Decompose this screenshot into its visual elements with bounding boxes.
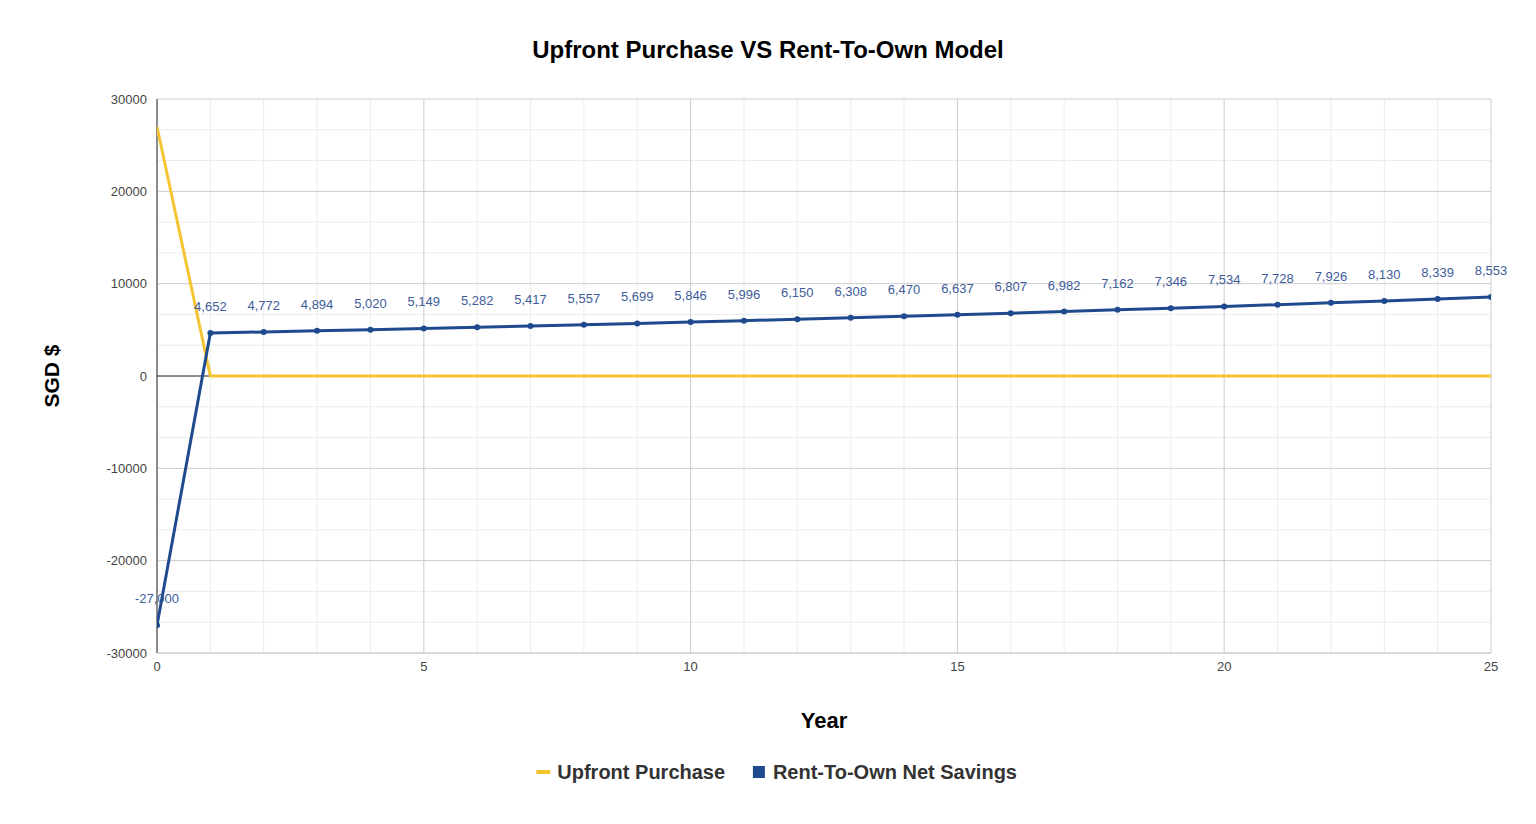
x-tick-label: 25 <box>1484 659 1498 674</box>
marker <box>1114 307 1120 313</box>
minor-grid-line <box>157 529 1491 530</box>
x-tick-label: 10 <box>683 659 697 674</box>
data-label: 7,162 <box>1101 276 1134 291</box>
marker <box>901 313 907 319</box>
legend-item: Rent-To-Own Net Savings <box>753 761 1017 783</box>
data-label: 8,130 <box>1368 267 1401 282</box>
data-label: 5,846 <box>674 288 707 303</box>
data-label: 6,982 <box>1048 278 1081 293</box>
grid-line <box>157 191 1491 192</box>
marker <box>794 316 800 322</box>
minor-grid-line <box>157 314 1491 315</box>
data-label: 5,282 <box>461 293 494 308</box>
legend-swatch <box>753 766 765 778</box>
x-axis-label: Year <box>801 708 848 733</box>
data-label: 6,470 <box>888 282 921 297</box>
minor-grid-line <box>157 591 1491 592</box>
marker <box>688 319 694 325</box>
legend-item: Upfront Purchase <box>536 761 725 783</box>
data-label: 7,926 <box>1315 269 1348 284</box>
grid-line <box>157 99 1491 100</box>
marker <box>1381 298 1387 304</box>
data-label: 6,637 <box>941 281 974 296</box>
y-axis-label: SGD $ <box>40 344 63 407</box>
x-tick-label: 20 <box>1217 659 1231 674</box>
data-label: 7,728 <box>1261 271 1294 286</box>
marker <box>1168 305 1174 311</box>
y-tick-label: -30000 <box>107 646 147 661</box>
marker <box>634 320 640 326</box>
marker <box>741 318 747 324</box>
marker <box>1061 309 1067 315</box>
marker <box>261 329 267 335</box>
data-label: 5,557 <box>568 291 601 306</box>
y-tick-label: 0 <box>140 369 147 384</box>
marker <box>954 312 960 318</box>
legend-label: Rent-To-Own Net Savings <box>773 761 1017 783</box>
x-tick-label: 0 <box>153 659 160 674</box>
data-label: 5,020 <box>354 296 387 311</box>
data-label: 5,699 <box>621 289 654 304</box>
marker <box>1435 296 1441 302</box>
data-label: 4,772 <box>247 298 280 313</box>
grid-line <box>157 468 1491 469</box>
minor-grid-line <box>157 252 1491 253</box>
series-line <box>157 297 1491 625</box>
minor-grid-line <box>157 222 1491 223</box>
marker <box>528 323 534 329</box>
marker <box>1488 294 1491 300</box>
data-labels: -27,000 4,652 4,772 4,894 5,020 5,149 5,282 5,4… <box>135 263 1507 606</box>
marker <box>848 315 854 321</box>
data-label: 6,807 <box>994 279 1027 294</box>
marker <box>207 330 213 336</box>
marker <box>157 622 160 628</box>
plot-area <box>157 127 1491 629</box>
minor-grid-line <box>157 129 1491 130</box>
x-axis-line <box>157 653 1491 654</box>
series-line <box>157 127 1491 376</box>
y-tick-label: -20000 <box>107 553 147 568</box>
marker <box>581 322 587 328</box>
data-label: -27,000 <box>135 591 179 606</box>
data-label: 4,652 <box>194 299 227 314</box>
minor-grid-line <box>157 345 1491 346</box>
minor-grid-line <box>157 160 1491 161</box>
y-tick-label: 10000 <box>111 276 147 291</box>
chart: -30000 -20000 -10000 0 10000 20000 30000 0 5 10 15… <box>0 0 1536 824</box>
marker <box>1008 310 1014 316</box>
marker <box>474 324 480 330</box>
legend: Upfront Purchase Rent-To-Own Net Savings <box>536 761 1017 783</box>
data-label: 6,150 <box>781 285 814 300</box>
data-label: 5,996 <box>728 287 761 302</box>
x-tick-label: 15 <box>950 659 964 674</box>
data-label: 6,308 <box>834 284 867 299</box>
marker <box>1328 300 1334 306</box>
minor-grid-line <box>157 622 1491 623</box>
marker <box>1275 302 1281 308</box>
y-tick-label: 30000 <box>111 92 147 107</box>
x-tick-label: 5 <box>420 659 427 674</box>
data-label: 7,534 <box>1208 272 1241 287</box>
y-tick-label: -10000 <box>107 461 147 476</box>
minor-grid-line <box>157 437 1491 438</box>
data-label: 5,417 <box>514 292 547 307</box>
marker <box>1221 303 1227 309</box>
marker <box>367 327 373 333</box>
data-label: 8,339 <box>1421 265 1454 280</box>
legend-swatch <box>536 770 550 774</box>
data-label: 4,894 <box>301 297 334 312</box>
y-tick-label: 20000 <box>111 184 147 199</box>
marker <box>314 328 320 334</box>
data-label: 7,346 <box>1155 274 1188 289</box>
title: Upfront Purchase VS Rent-To-Own Model <box>532 36 1004 63</box>
grid-line <box>157 653 1491 654</box>
grid <box>157 99 1491 653</box>
data-label: 8,553 <box>1475 263 1508 278</box>
data-label: 5,149 <box>408 294 441 309</box>
legend-label: Upfront Purchase <box>557 761 725 783</box>
minor-grid-line <box>157 499 1491 500</box>
grid-line <box>157 560 1491 561</box>
marker <box>421 325 427 331</box>
minor-grid-line <box>157 406 1491 407</box>
